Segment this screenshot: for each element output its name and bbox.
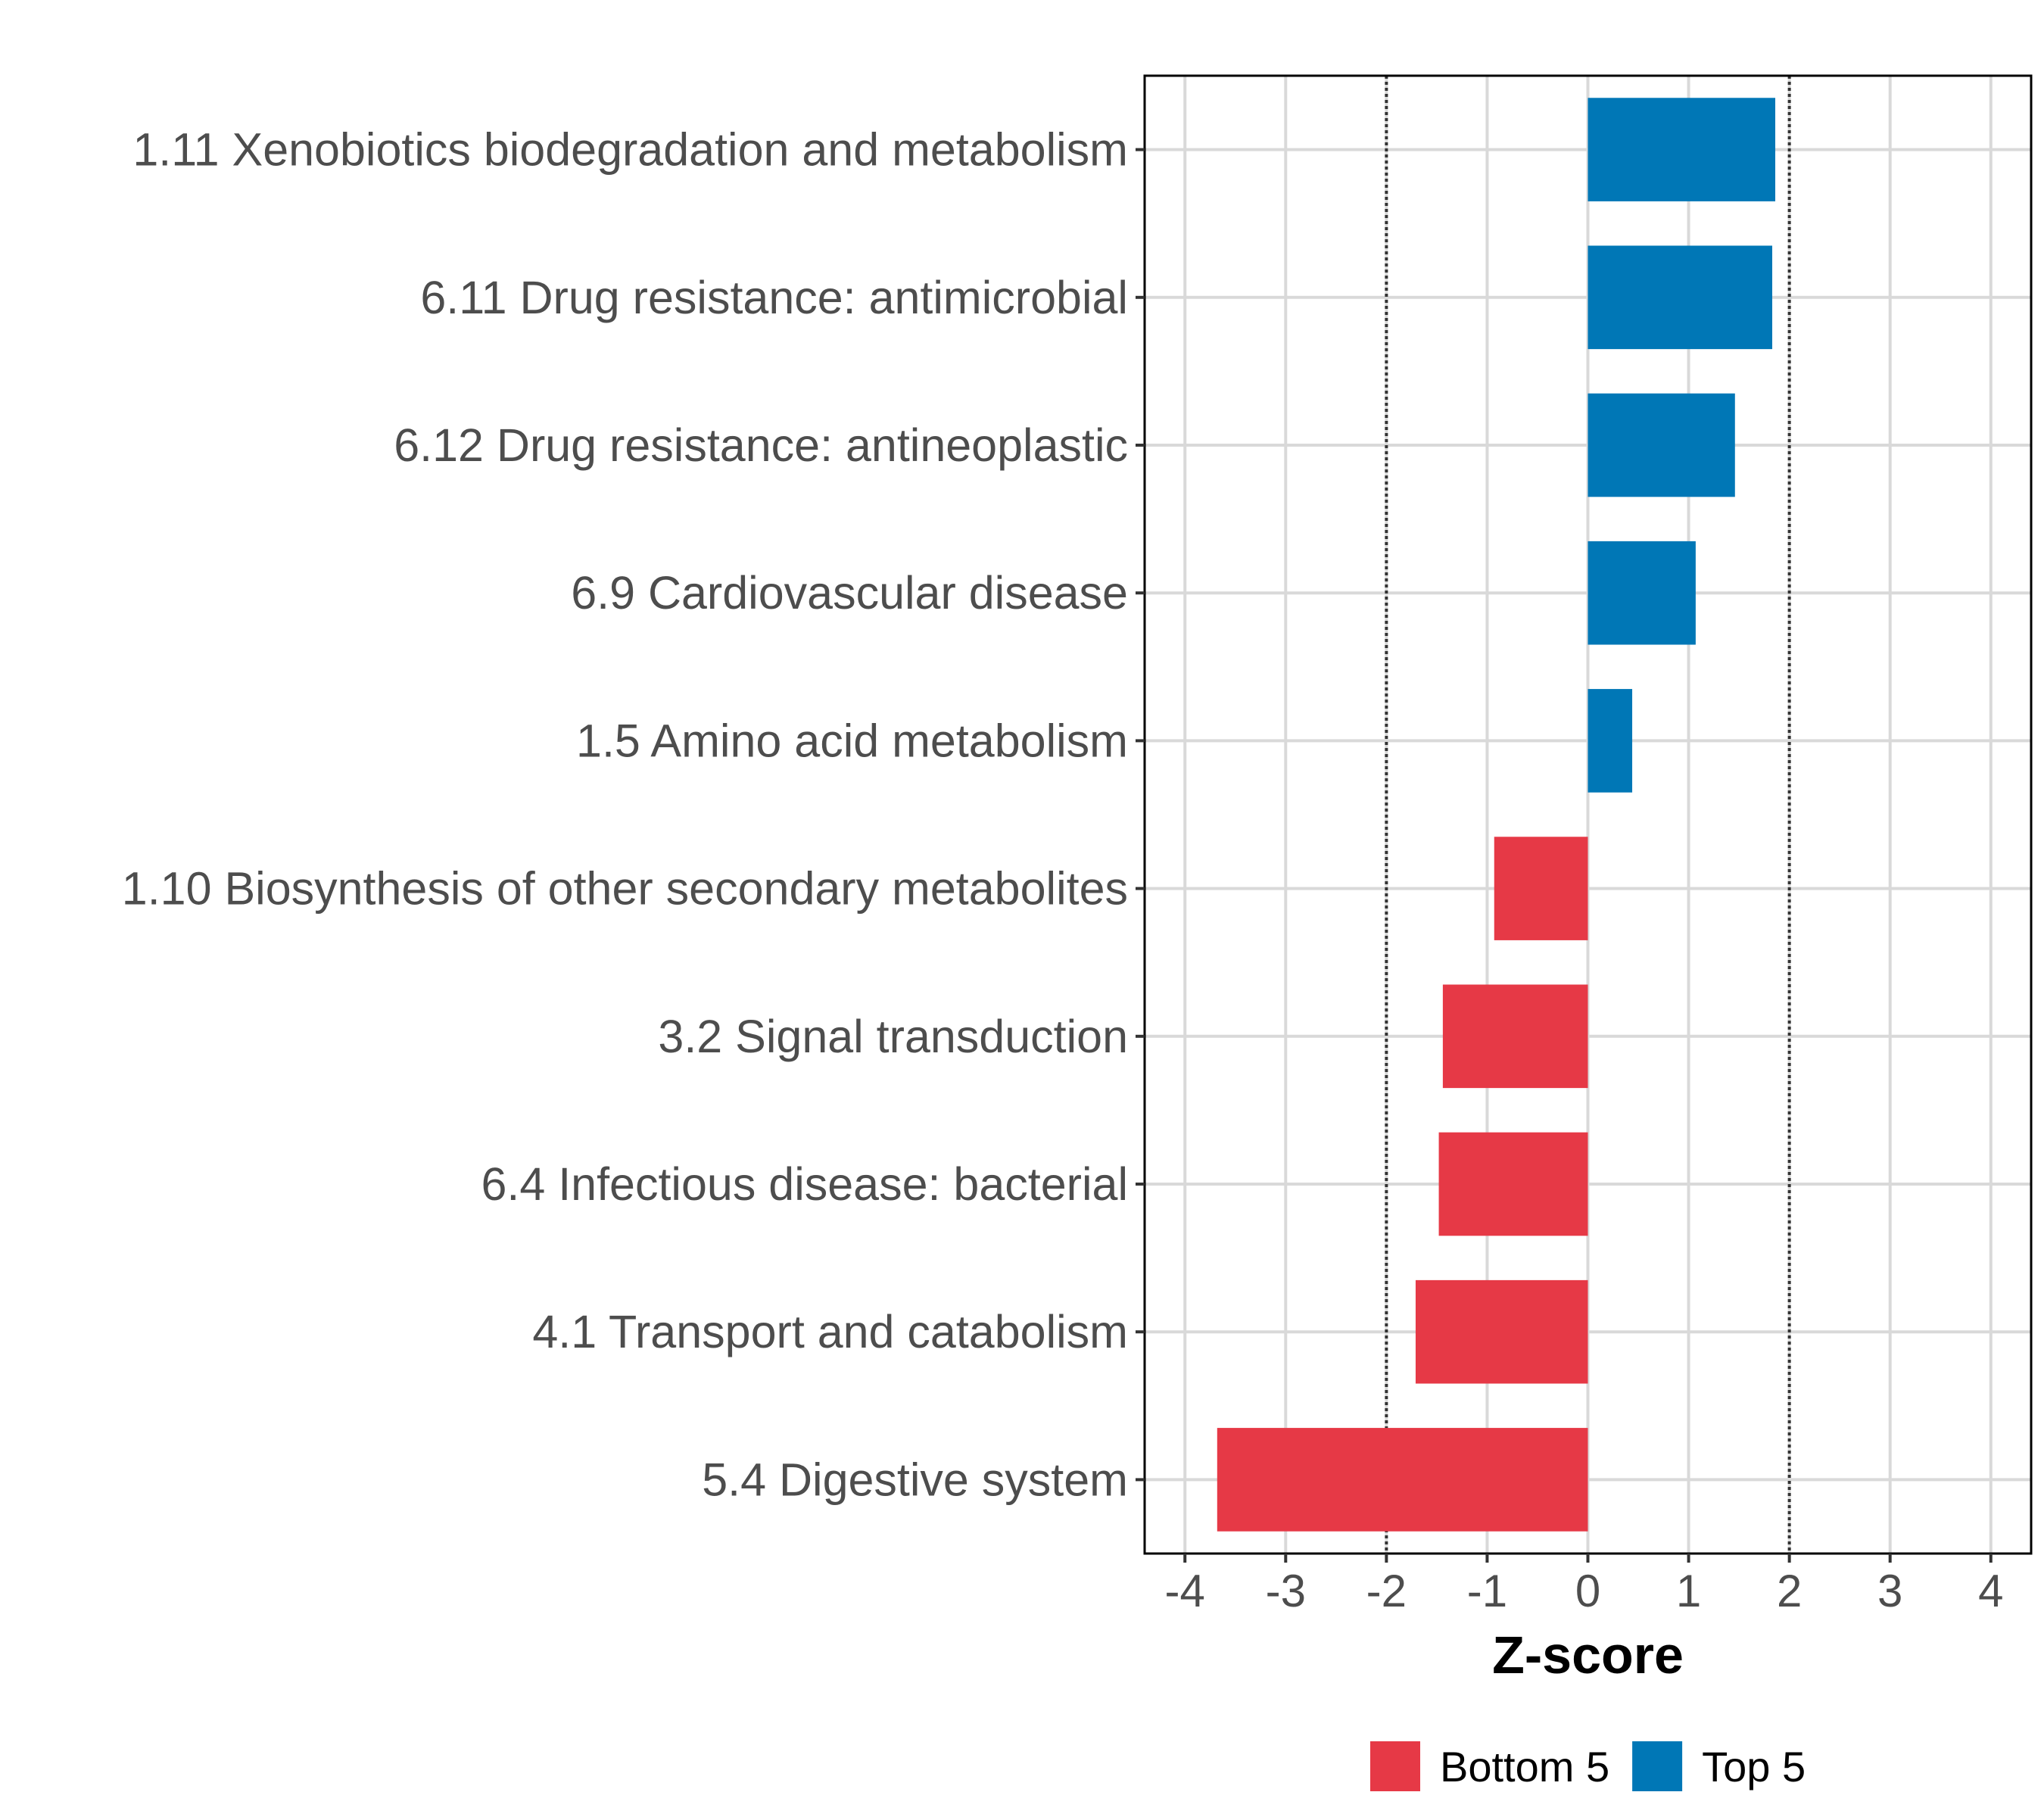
x-tick-label: -1 <box>1467 1566 1507 1616</box>
x-tick-label: 4 <box>1978 1566 2003 1616</box>
legend-key <box>1632 1741 1683 1791</box>
bar <box>1438 1132 1588 1236</box>
bar <box>1588 245 1773 350</box>
legend-label: Bottom 5 <box>1440 1743 1609 1791</box>
bar <box>1415 1279 1588 1384</box>
x-tick-label: 3 <box>1877 1566 1902 1616</box>
x-axis-title: Z-score <box>1492 1625 1684 1685</box>
y-tick-label: 3.2 Signal transduction <box>658 1011 1128 1062</box>
x-tick-label: -2 <box>1366 1566 1407 1616</box>
bar <box>1588 541 1696 645</box>
y-tick-label: 4.1 Transport and catabolism <box>532 1306 1128 1357</box>
y-tick-label: 6.11 Drug resistance: antimicrobial <box>420 272 1128 323</box>
y-tick-label: 1.11 Xenobiotics biodegradation and meta… <box>132 124 1128 176</box>
y-tick-label: 6.4 Infectious disease: bacterial <box>481 1158 1128 1210</box>
y-tick-label: 6.9 Cardiovascular disease <box>571 567 1128 619</box>
legend: Bottom 5 Top 5 <box>1370 1741 1806 1791</box>
x-tick-label: 1 <box>1676 1566 1701 1616</box>
reference-lines <box>1385 76 1791 1554</box>
bar <box>1494 837 1588 940</box>
bar <box>1588 393 1735 497</box>
bar <box>1217 1428 1588 1532</box>
bar <box>1442 984 1588 1089</box>
y-tick-label: 5.4 Digestive system <box>702 1454 1128 1505</box>
bar <box>1588 98 1776 201</box>
x-tick-label: 0 <box>1575 1566 1600 1616</box>
y-tick-label: 6.12 Drug resistance: antineoplastic <box>394 419 1128 471</box>
x-tick-label: -4 <box>1165 1566 1205 1616</box>
x-tick-label: -3 <box>1266 1566 1306 1616</box>
legend-label: Top 5 <box>1702 1743 1806 1791</box>
legend-key <box>1370 1741 1420 1791</box>
x-tick-label: 2 <box>1777 1566 1802 1616</box>
bar <box>1588 689 1633 793</box>
bars <box>1217 98 1776 1532</box>
axes: 1.11 Xenobiotics biodegradation and meta… <box>122 124 2004 1616</box>
y-tick-label: 1.10 Biosynthesis of other secondary met… <box>122 863 1128 915</box>
y-tick-label: 1.5 Amino acid metabolism <box>576 715 1128 766</box>
